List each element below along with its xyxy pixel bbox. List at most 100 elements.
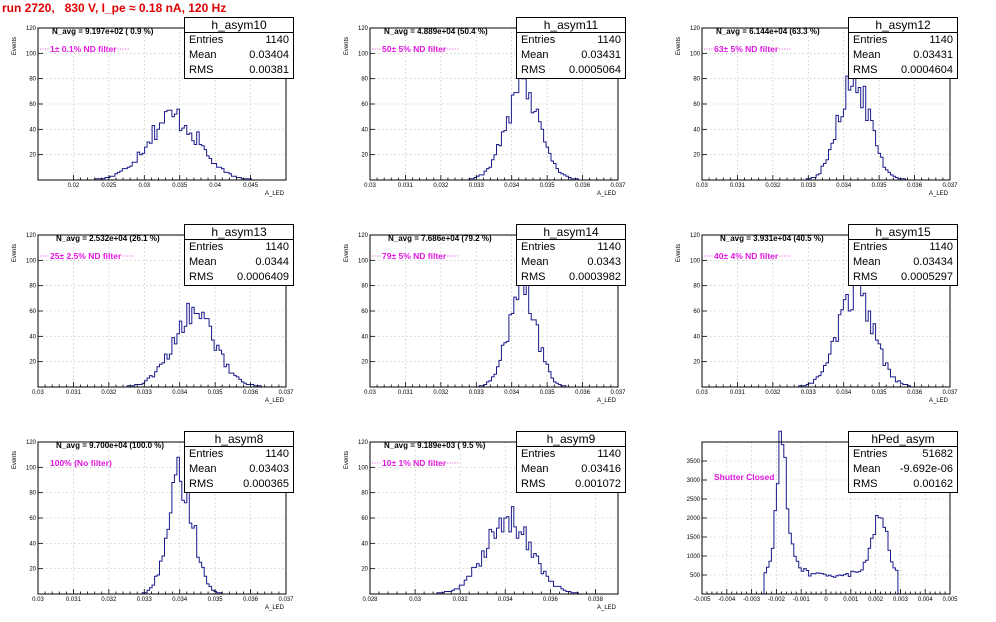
x-tick-label: 0.035 <box>872 183 888 189</box>
y-tick-label: 40 <box>693 334 700 340</box>
stat-value: 0.0003982 <box>569 271 621 283</box>
y-tick-label: 2500 <box>687 497 701 503</box>
x-tick-label: 0.035 <box>540 390 556 396</box>
y-tick-label: 3500 <box>687 459 701 465</box>
run-title: run 2720, 830 V, I_pe ≈ 0.18 nA, 120 Hz <box>2 1 227 15</box>
stat-label: Entries <box>521 34 556 46</box>
stat-label: RMS <box>189 271 214 283</box>
n-avg-label: N_avg = 9.197e+02 ( 0.9 %) <box>52 27 154 36</box>
x-tick-label: 0.032 <box>433 183 449 189</box>
y-tick-label: 80 <box>693 284 700 290</box>
stat-value: 0.03431 <box>913 49 953 61</box>
histogram-series <box>702 281 950 388</box>
filter-label: 79± 5% ND filter <box>382 251 447 261</box>
x-tick-label: 0.004 <box>918 597 934 603</box>
n-avg-label: N_avg = 6.144e+04 (63.3 %) <box>716 27 820 36</box>
stats-box: h_asym15 Entries 1140 Mean 0.03434 RMS 0.00052… <box>848 224 958 286</box>
entries-row: Entries 1140 <box>849 33 957 48</box>
stat-label: Entries <box>521 241 556 253</box>
y-tick-label: 60 <box>29 309 36 315</box>
y-tick-label: 80 <box>29 284 36 290</box>
x-tick-label: 0.037 <box>610 390 626 396</box>
entries-row: Entries 1140 <box>185 240 293 255</box>
x-tick-label: 0.031 <box>398 390 414 396</box>
stat-value: 0.0005064 <box>569 64 621 76</box>
x-tick-label: 0.034 <box>836 183 852 189</box>
y-tick-label: 120 <box>690 26 701 32</box>
stat-value: 1140 <box>597 241 621 253</box>
x-tick-label: 0.03 <box>138 183 150 189</box>
y-tick-label: 120 <box>26 440 37 446</box>
stat-label: Mean <box>521 256 549 268</box>
y-tick-label: 40 <box>361 127 368 133</box>
y-tick-label: 20 <box>361 153 368 159</box>
stat-value: 0.0006409 <box>237 271 289 283</box>
x-tick-label: 0.031 <box>730 390 746 396</box>
x-tick-label: 0.032 <box>101 390 117 396</box>
x-tick-label: 0.035 <box>172 183 188 189</box>
y-tick-label: 60 <box>361 516 368 522</box>
x-tick-label: 0.034 <box>498 597 514 603</box>
y-tick-label: 100 <box>690 51 701 57</box>
y-tick-label: 40 <box>361 334 368 340</box>
y-axis-label: Events <box>344 451 350 469</box>
stat-value: 0.03431 <box>581 49 621 61</box>
y-tick-label: 2000 <box>687 516 701 522</box>
y-tick-label: 1000 <box>687 554 701 560</box>
stat-label: Entries <box>853 241 888 253</box>
stat-value: 0.00381 <box>249 64 289 76</box>
x-tick-label: 0.033 <box>137 390 153 396</box>
y-tick-label: 3000 <box>687 478 701 484</box>
x-tick-label: -0.003 <box>743 597 761 603</box>
y-tick-label: 100 <box>26 51 37 57</box>
filter-label: 40± 4% ND filter <box>714 251 779 261</box>
stat-label: RMS <box>853 478 878 490</box>
n-avg-label: N_avg = 2.532e+04 (26.1 %) <box>56 234 160 243</box>
x-tick-label: 0.031 <box>66 390 82 396</box>
n-avg-label: N_avg = 4.889e+04 (50.4 %) <box>384 27 488 36</box>
x-tick-label: 0.035 <box>208 390 224 396</box>
histogram-panel: 0.03 0.031 0.032 0.033 0.034 0.035 0.036 0.037 2… <box>332 0 664 207</box>
stat-label: RMS <box>189 64 214 76</box>
histogram-panel: 0.028 0.03 0.032 0.034 0.036 0.038 20 40 60 80 100… <box>332 414 664 621</box>
stats-box: h_asym13 Entries 1140 Mean 0.0344 RMS 0.000640… <box>184 224 294 286</box>
y-tick-label: 40 <box>361 541 368 547</box>
stats-box: h_asym14 Entries 1140 Mean 0.0343 RMS 0.000398… <box>516 224 626 286</box>
y-tick-label: 80 <box>693 77 700 83</box>
rms-row: RMS 0.0005297 <box>849 270 957 285</box>
rms-row: RMS 0.001072 <box>517 477 625 492</box>
x-tick-label: 0.033 <box>801 390 817 396</box>
filter-label: 63± 5% ND filter <box>714 44 779 54</box>
histogram-plot: 0.028 0.03 0.032 0.034 0.036 0.038 20 40 60 80 100… <box>344 440 619 611</box>
histogram-panel: 0.03 0.031 0.032 0.033 0.034 0.035 0.036 0.037 2… <box>332 207 664 414</box>
n-avg-label: N_avg = 9.189e+03 ( 9.5 %) <box>384 441 486 450</box>
stat-label: RMS <box>853 271 878 283</box>
mean-row: Mean 0.03431 <box>517 48 625 63</box>
x-tick-label: 0.03 <box>364 183 376 189</box>
x-tick-label: 0.03 <box>696 183 708 189</box>
filter-label: Shutter Closed <box>714 472 774 482</box>
n-avg-label: N_avg = 7.686e+04 (79.2 %) <box>388 234 492 243</box>
stat-label: RMS <box>853 64 878 76</box>
x-axis-label: A_LED <box>929 398 949 404</box>
x-tick-label: 0.02 <box>68 183 80 189</box>
entries-row: Entries 1140 <box>517 240 625 255</box>
y-tick-label: 20 <box>693 153 700 159</box>
stat-label: Entries <box>853 448 888 460</box>
stat-label: Mean <box>189 256 217 268</box>
stats-box: h_asym10 Entries 1140 Mean 0.03404 RMS 0.00381 <box>184 17 294 79</box>
y-axis-label: Events <box>676 244 682 262</box>
y-tick-label: 20 <box>29 567 36 573</box>
y-tick-label: 1500 <box>687 535 701 541</box>
x-tick-label: 0 <box>824 597 828 603</box>
stat-value: 0.03434 <box>913 256 953 268</box>
histogram-panel: 0.03 0.031 0.032 0.033 0.034 0.035 0.036 0.037 2… <box>0 207 332 414</box>
entries-row: Entries 1140 <box>517 33 625 48</box>
stat-value: 0.00162 <box>913 478 953 490</box>
x-tick-label: 0.036 <box>243 390 259 396</box>
x-tick-label: 0.03 <box>364 390 376 396</box>
y-tick-label: 60 <box>693 102 700 108</box>
y-tick-label: 40 <box>29 541 36 547</box>
mean-row: Mean 0.0344 <box>185 255 293 270</box>
